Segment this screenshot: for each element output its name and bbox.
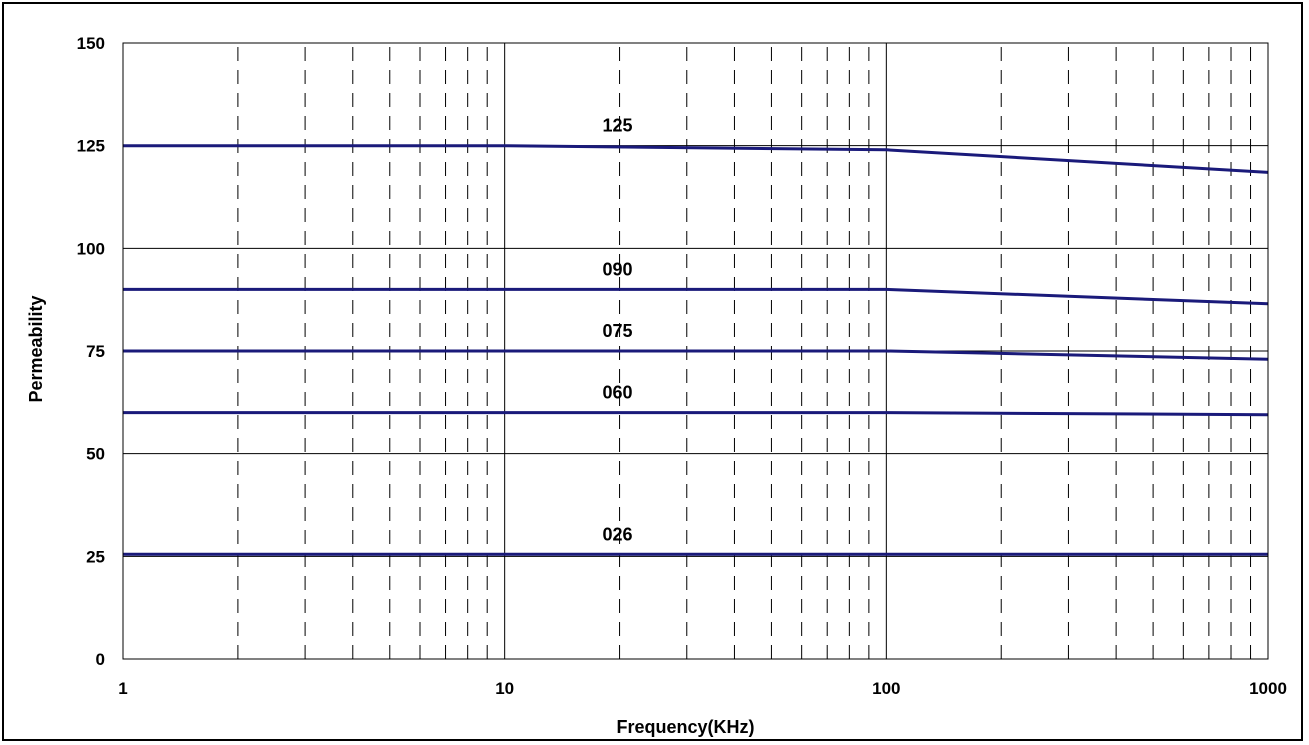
x-tick-labels: 1 10 100 1000 xyxy=(118,679,1287,698)
series-line-075 xyxy=(123,349,1269,361)
y-tick-labels: 0 25 50 75 100 125 150 xyxy=(77,34,105,669)
x-axis-title: Frequency(KHz) xyxy=(616,717,754,737)
plot-border xyxy=(122,42,1269,660)
y-tick-label: 125 xyxy=(77,137,105,156)
y-tick-label: 50 xyxy=(86,445,105,464)
series-label-090: 090 xyxy=(603,259,633,279)
y-axis-title: Permeability xyxy=(26,295,46,402)
x-tick-label: 1 xyxy=(118,679,127,698)
series-label-125: 125 xyxy=(603,116,633,136)
y-tick-label: 0 xyxy=(96,650,105,669)
series-line-090 xyxy=(123,287,1269,306)
series-label-075: 075 xyxy=(603,321,633,341)
y-tick-label: 25 xyxy=(86,547,105,566)
series-line-125 xyxy=(123,144,1269,174)
x-tick-label: 100 xyxy=(872,679,900,698)
y-tick-label: 100 xyxy=(77,239,105,258)
series-labels: 125 090 075 060 026 xyxy=(603,116,633,545)
x-tick-label: 10 xyxy=(495,679,514,698)
series-label-026: 026 xyxy=(603,524,633,544)
series-line-060 xyxy=(123,411,1269,417)
series-lines xyxy=(123,144,1269,556)
x-tick-label: 1000 xyxy=(1249,679,1287,698)
y-tick-label: 150 xyxy=(77,34,105,53)
y-tick-label: 75 xyxy=(86,342,105,361)
series-label-060: 060 xyxy=(603,383,633,403)
